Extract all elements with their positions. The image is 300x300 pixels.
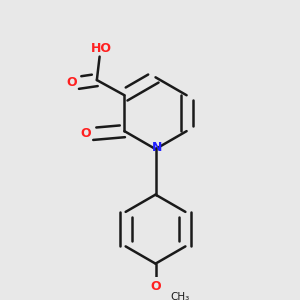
Text: CH₃: CH₃ <box>171 292 190 300</box>
Text: N: N <box>152 141 162 154</box>
Text: O: O <box>150 280 161 293</box>
Text: O: O <box>67 76 77 89</box>
Text: HO: HO <box>91 42 112 56</box>
Text: O: O <box>80 128 91 140</box>
